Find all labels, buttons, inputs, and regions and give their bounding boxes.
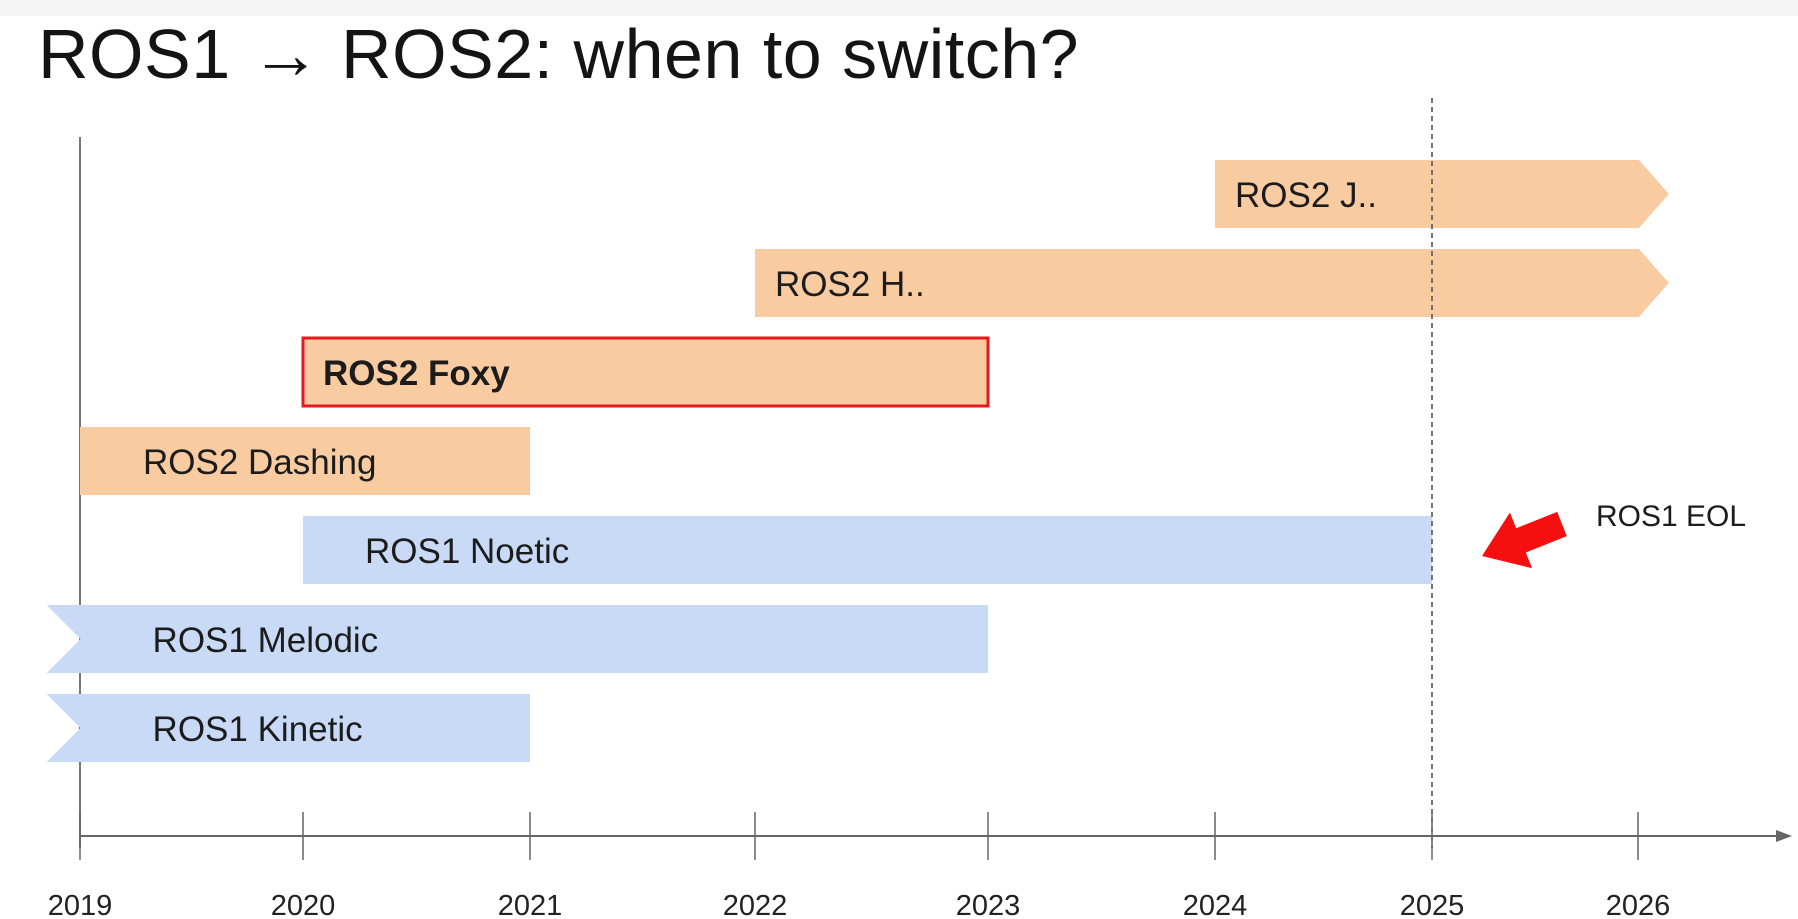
red-arrow-icon — [1482, 511, 1567, 569]
axis-year-label: 2020 — [271, 890, 336, 919]
axis-year-label: 2026 — [1606, 890, 1671, 919]
eol-label: ROS1 EOL — [1596, 500, 1746, 533]
axis-year-label: 2023 — [956, 890, 1021, 919]
axis-arrowhead — [1776, 830, 1792, 842]
release-bar-ros2-h — [755, 249, 1669, 317]
release-bar-label: ROS1 Noetic — [365, 532, 569, 571]
release-bar-label: ROS2 H.. — [775, 265, 925, 304]
axis-ticks: 2019 2020 2021 2022 2023 2024 2025 2026 — [48, 812, 1671, 919]
axis-year-label: 2021 — [498, 890, 563, 919]
axis-year-label: 2024 — [1183, 890, 1248, 919]
release-bars: ROS2 J.. ROS2 H.. ROS2 Foxy ROS2 Dashing ROS… — [46, 160, 1669, 762]
release-bar-ros1-melodic — [46, 605, 989, 673]
axis-year-label: 2022 — [723, 890, 788, 919]
release-bar-label: ROS1 Melodic — [153, 621, 379, 660]
slide-title: ROS1 → ROS2: when to switch? — [38, 15, 1080, 93]
release-bar-ros2-foxy — [301, 336, 990, 408]
axis-year-label: 2025 — [1400, 890, 1465, 919]
release-bar-label: ROS1 Kinetic — [153, 710, 363, 749]
release-bar-label: ROS2 Foxy — [323, 354, 510, 393]
top-strip — [0, 0, 1798, 16]
release-bar-ros1-noetic — [303, 516, 1432, 584]
release-bar-label: ROS2 Dashing — [143, 443, 376, 482]
release-bar-ros2-dashing — [80, 427, 530, 495]
release-bar-label: ROS2 J.. — [1235, 176, 1377, 215]
release-bar-ros2-j — [1215, 160, 1669, 228]
axis-year-label: 2019 — [48, 890, 113, 919]
release-bar-ros1-kinetic — [46, 694, 531, 762]
